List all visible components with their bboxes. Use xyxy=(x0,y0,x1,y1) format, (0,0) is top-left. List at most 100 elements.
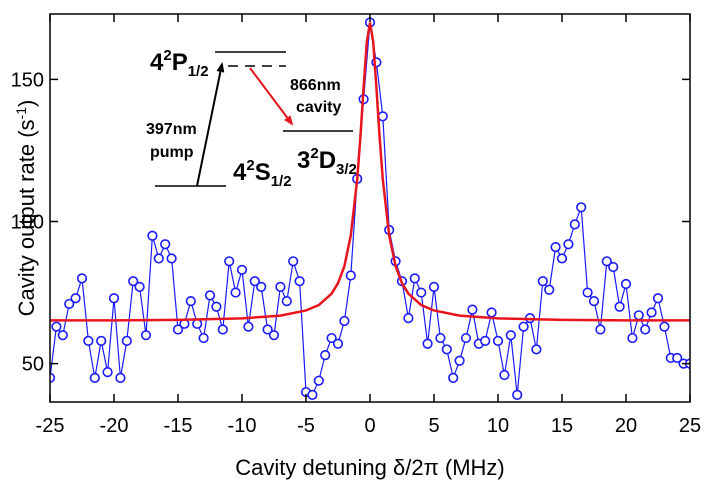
cavity-arrow xyxy=(249,67,294,126)
data-point xyxy=(672,352,683,364)
cavity-label: 866nm xyxy=(290,77,341,94)
data-point xyxy=(192,318,203,329)
x-tick-label: 25 xyxy=(679,415,701,437)
x-tick-label: 15 xyxy=(551,415,573,437)
data-point xyxy=(531,344,542,355)
cavity-label: cavity xyxy=(296,99,341,116)
x-tick-label: -15 xyxy=(164,415,193,437)
lvl-n: 4 xyxy=(150,49,164,76)
x-tick-label: 5 xyxy=(428,415,439,437)
plot-frame xyxy=(49,13,691,403)
lvl-sub: 1/2 xyxy=(271,173,292,190)
data-point xyxy=(499,369,510,381)
x-tick-label: 10 xyxy=(487,415,509,437)
data-point xyxy=(486,307,497,318)
x-tick-label: -5 xyxy=(297,415,315,437)
series-line xyxy=(50,22,690,322)
data-point xyxy=(345,270,356,281)
data-point xyxy=(230,287,241,298)
data-point xyxy=(185,295,196,307)
data-point xyxy=(140,330,152,341)
axes: -25 -20 -15 -10 -5 0 5 10 15 20 25 50 100 150 xyxy=(11,14,701,437)
y-tick-label: 50 xyxy=(22,354,44,376)
data-point xyxy=(172,324,184,335)
data-point xyxy=(307,389,318,400)
data-point xyxy=(505,330,516,341)
data-point xyxy=(422,338,433,349)
lvl-sup: 2 xyxy=(310,145,318,162)
data-point xyxy=(620,278,632,290)
lvl-l: S xyxy=(255,159,271,186)
data-point xyxy=(480,335,491,346)
data-point xyxy=(147,230,158,241)
data-point xyxy=(460,332,472,344)
lvl-n: 4 xyxy=(233,159,247,186)
data-point xyxy=(102,367,113,378)
data-point xyxy=(550,241,561,253)
y-label-text: Cavity output rate (s xyxy=(14,119,39,316)
data-point xyxy=(512,389,523,400)
data-point xyxy=(569,219,580,230)
data-point xyxy=(627,332,638,344)
data-point xyxy=(128,276,139,287)
data-point xyxy=(121,335,132,346)
data-point xyxy=(256,281,267,292)
y-tick-label: 100 xyxy=(11,212,44,234)
data-point xyxy=(416,287,427,298)
data-point xyxy=(467,304,478,315)
pump-arrow xyxy=(196,62,225,187)
data-point xyxy=(403,313,414,324)
data-point xyxy=(320,349,331,361)
lvl-sub: 1/2 xyxy=(188,63,209,80)
data-point xyxy=(217,324,228,335)
lvl-n: 3 xyxy=(297,147,310,174)
data-point xyxy=(518,321,529,332)
x-tick-label: -10 xyxy=(228,415,257,437)
data-point xyxy=(659,321,670,332)
data-point xyxy=(83,335,94,346)
data-point xyxy=(544,284,555,295)
data-point xyxy=(313,375,324,386)
data-point xyxy=(576,202,587,213)
pump-label: pump xyxy=(150,144,194,161)
y-tick-label: 150 xyxy=(11,69,44,91)
data-point xyxy=(51,321,62,332)
data-point xyxy=(601,256,612,267)
data-point xyxy=(224,256,235,267)
data-point xyxy=(64,298,75,310)
data-point xyxy=(435,332,446,344)
lvl-sub: 3/2 xyxy=(336,161,357,178)
data-point xyxy=(268,330,280,341)
p-level-label: 42P1/2 xyxy=(150,47,209,80)
data-point xyxy=(281,295,292,307)
data-point xyxy=(76,273,88,284)
data-point xyxy=(89,372,100,383)
x-tick-label: 20 xyxy=(615,415,637,437)
x-tick-label: -25 xyxy=(36,415,65,437)
d-level-label: 32D3/2 xyxy=(297,145,357,178)
data-point xyxy=(582,287,593,298)
data-point xyxy=(153,253,164,264)
pump-label: 397nm xyxy=(146,121,197,138)
x-tick-label: -20 xyxy=(100,415,129,437)
lvl-sup: 2 xyxy=(246,157,254,174)
lvl-l: D xyxy=(319,147,336,174)
data-point xyxy=(377,111,388,122)
y-label-end: ) xyxy=(14,100,39,107)
data-point xyxy=(640,324,651,335)
data-point xyxy=(166,253,177,264)
data-point xyxy=(608,261,619,273)
data-point xyxy=(537,276,548,287)
y-axis-label: Cavity output rate (s-1) xyxy=(13,100,39,317)
data-point xyxy=(339,315,350,327)
data-point xyxy=(96,335,107,346)
data-point xyxy=(160,239,171,250)
plot-marks xyxy=(50,17,690,400)
data-point xyxy=(563,239,574,250)
data-point xyxy=(249,276,260,287)
data-point xyxy=(448,372,459,383)
data-point xyxy=(108,293,120,304)
lvl-l: P xyxy=(172,49,188,76)
data-point xyxy=(134,281,145,292)
